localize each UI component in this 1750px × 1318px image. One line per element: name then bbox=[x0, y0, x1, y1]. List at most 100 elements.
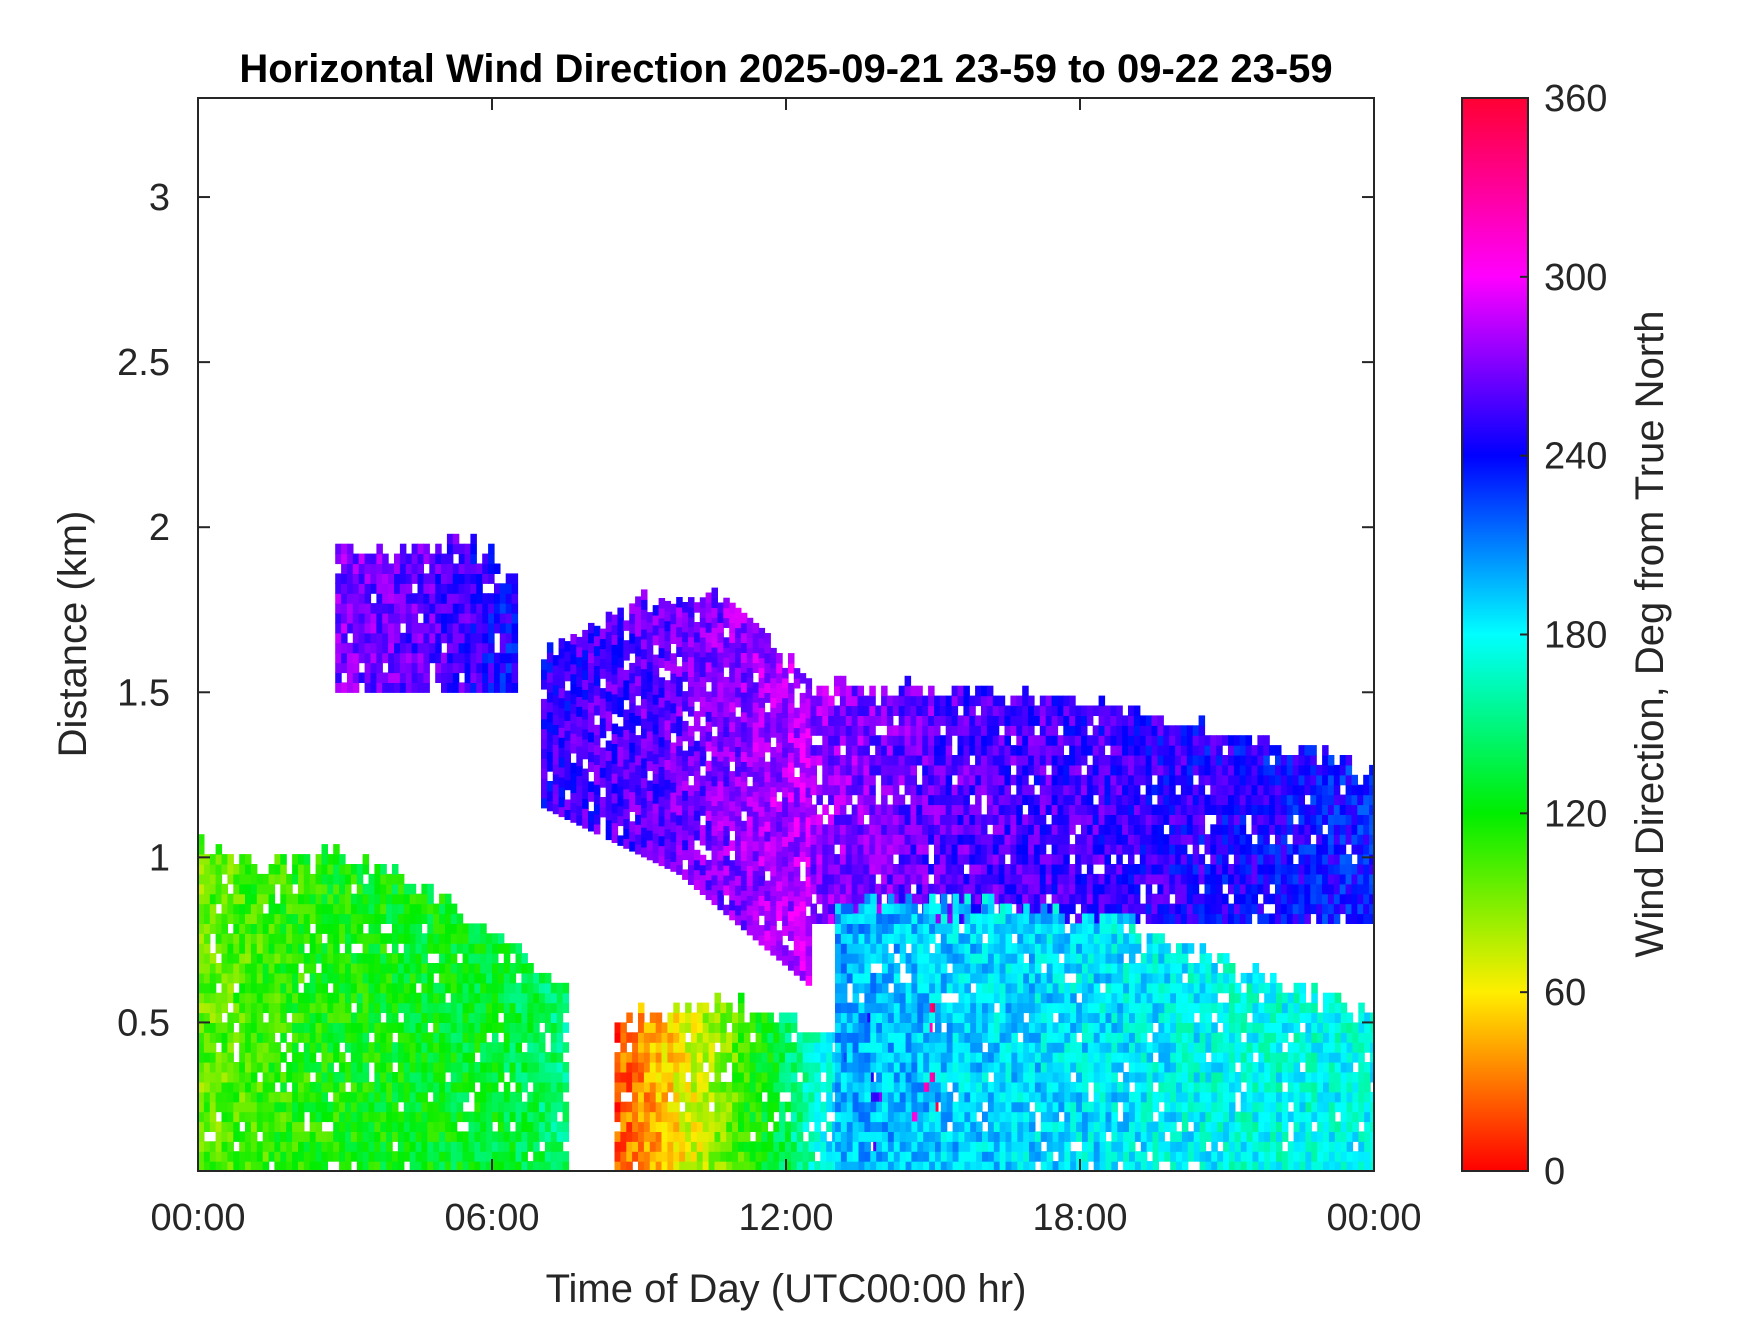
heatmap-cell bbox=[515, 1161, 522, 1171]
heatmap-cell bbox=[773, 1032, 780, 1043]
heatmap-cell bbox=[462, 943, 470, 954]
heatmap-cell bbox=[682, 651, 689, 662]
heatmap-cell bbox=[629, 662, 636, 674]
heatmap-cell bbox=[476, 682, 483, 693]
heatmap-cell bbox=[303, 1042, 311, 1053]
heatmap-cell bbox=[834, 715, 841, 726]
heatmap-cell bbox=[376, 672, 383, 683]
heatmap-cell bbox=[661, 1072, 668, 1083]
heatmap-cell bbox=[605, 819, 613, 831]
heatmap-cell bbox=[693, 721, 701, 732]
heatmap-cell bbox=[582, 798, 589, 809]
heatmap-cell bbox=[764, 880, 771, 892]
heatmap-cell bbox=[370, 553, 377, 565]
heatmap-cell bbox=[626, 1131, 633, 1142]
heatmap-cell bbox=[221, 1002, 228, 1014]
heatmap-cell bbox=[708, 1022, 716, 1033]
heatmap-cell bbox=[488, 632, 495, 644]
heatmap-cell bbox=[433, 1091, 440, 1103]
heatmap-cell bbox=[857, 705, 864, 716]
heatmap-cell bbox=[321, 1151, 328, 1162]
heatmap-cell bbox=[667, 1121, 674, 1132]
heatmap-cell bbox=[875, 705, 882, 716]
heatmap-cell bbox=[790, 1101, 798, 1113]
heatmap-cell bbox=[341, 652, 348, 664]
heatmap-cell bbox=[661, 1111, 668, 1123]
heatmap-cell bbox=[262, 963, 270, 974]
heatmap-cell bbox=[333, 992, 340, 1004]
heatmap-cell bbox=[550, 1111, 558, 1123]
heatmap-cell bbox=[480, 1151, 487, 1162]
heatmap-cell bbox=[892, 755, 900, 766]
heatmap-cell bbox=[776, 890, 783, 902]
heatmap-cell bbox=[335, 642, 342, 654]
heatmap-cell bbox=[1063, 883, 1070, 895]
heatmap-cell bbox=[221, 1091, 228, 1103]
heatmap-cell bbox=[303, 883, 311, 895]
heatmap-cell bbox=[752, 781, 760, 792]
heatmap-cell bbox=[482, 573, 489, 584]
heatmap-cell bbox=[364, 573, 372, 584]
heatmap-cell bbox=[292, 963, 299, 974]
heatmap-cell bbox=[333, 1131, 340, 1142]
heatmap-cell bbox=[963, 745, 970, 756]
heatmap-cell bbox=[439, 1062, 446, 1073]
heatmap-cell bbox=[688, 735, 695, 747]
heatmap-cell bbox=[1057, 695, 1064, 707]
heatmap-cell bbox=[714, 1111, 721, 1123]
heatmap-cell bbox=[556, 1022, 564, 1033]
heatmap-cell bbox=[274, 1012, 281, 1023]
heatmap-cell bbox=[767, 1042, 774, 1053]
heatmap-cell bbox=[746, 845, 754, 857]
heatmap-cell bbox=[975, 745, 982, 756]
heatmap-cell bbox=[963, 755, 970, 766]
heatmap-cell bbox=[705, 661, 713, 673]
heatmap-cell bbox=[215, 1032, 223, 1043]
heatmap-cell bbox=[570, 792, 577, 803]
heatmap-cell bbox=[904, 774, 912, 786]
heatmap-cell bbox=[790, 1141, 798, 1152]
heatmap-cell bbox=[552, 674, 560, 686]
heatmap-cell bbox=[515, 1042, 522, 1053]
heatmap-cell bbox=[670, 831, 677, 843]
heatmap-cell bbox=[799, 910, 807, 922]
heatmap-cell bbox=[582, 639, 589, 651]
heatmap-cell bbox=[699, 755, 707, 767]
heatmap-cell bbox=[411, 642, 419, 654]
heatmap-cell bbox=[488, 642, 495, 654]
heatmap-cell bbox=[773, 1022, 780, 1033]
heatmap-cell bbox=[828, 913, 835, 924]
heatmap-cell bbox=[957, 814, 964, 825]
heatmap-cell bbox=[209, 913, 217, 924]
heatmap-cell bbox=[886, 725, 894, 736]
heatmap-cell bbox=[682, 602, 689, 613]
heatmap-cell bbox=[658, 677, 666, 688]
heatmap-cell bbox=[688, 725, 695, 737]
heatmap-cell bbox=[740, 919, 748, 931]
heatmap-cell bbox=[869, 735, 876, 746]
heatmap-cell bbox=[1051, 834, 1059, 845]
heatmap-cell bbox=[714, 1002, 721, 1014]
heatmap-cell bbox=[546, 662, 554, 673]
heatmap-cell bbox=[593, 685, 601, 696]
heatmap-cell bbox=[250, 953, 258, 964]
heatmap-cell bbox=[729, 820, 736, 832]
heatmap-cell bbox=[934, 764, 941, 776]
heatmap-cell bbox=[445, 1131, 452, 1142]
heatmap-cell bbox=[620, 1141, 627, 1152]
heatmap-cell bbox=[688, 696, 695, 707]
heatmap-cell bbox=[368, 1111, 375, 1123]
heatmap-cell bbox=[403, 1012, 411, 1023]
heatmap-cell bbox=[729, 672, 736, 683]
heatmap-cell bbox=[374, 903, 381, 915]
heatmap-cell bbox=[851, 804, 859, 815]
heatmap-cell bbox=[764, 831, 771, 842]
heatmap-cell bbox=[693, 790, 701, 801]
heatmap-cell bbox=[221, 963, 228, 974]
heatmap-cell bbox=[969, 764, 976, 776]
heatmap-cell bbox=[315, 873, 323, 885]
heatmap-cell bbox=[822, 745, 829, 756]
heatmap-cell bbox=[746, 707, 754, 718]
heatmap-cell bbox=[433, 963, 440, 974]
heatmap-cell bbox=[845, 715, 853, 726]
